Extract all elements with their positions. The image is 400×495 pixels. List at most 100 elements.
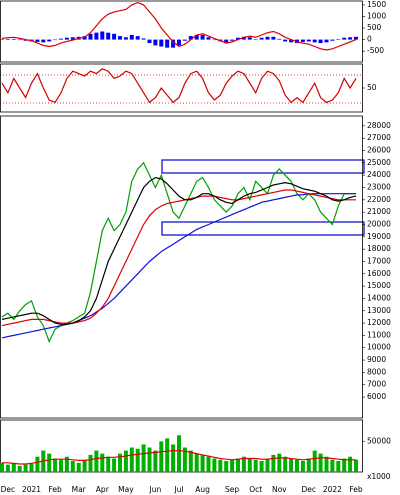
bar — [129, 34, 134, 40]
bar — [141, 444, 146, 472]
y-tick-label: 1500 — [367, 0, 386, 9]
bar — [100, 31, 105, 40]
y-tick-label: 13000 — [367, 306, 391, 315]
bar — [123, 37, 128, 40]
line-series — [2, 450, 356, 465]
bar — [171, 39, 176, 48]
bar — [289, 39, 294, 43]
bar — [17, 39, 22, 41]
x-tick-label: Aug — [195, 485, 210, 494]
bar — [348, 456, 353, 472]
bar — [182, 39, 187, 41]
bar — [64, 456, 69, 472]
bar — [348, 37, 353, 40]
y-tick-label: 10000 — [367, 343, 391, 352]
bar — [159, 441, 164, 472]
bar — [135, 448, 140, 472]
x-tick-label: Sep — [225, 485, 239, 494]
bar — [277, 453, 282, 472]
bar — [312, 450, 317, 472]
bar — [100, 453, 105, 472]
bar — [171, 444, 176, 472]
y-tick-label: 27000 — [367, 133, 391, 142]
bar — [265, 458, 270, 472]
y-tick-label: 9000 — [367, 355, 386, 364]
bar — [342, 458, 347, 472]
bar — [241, 456, 246, 472]
bar — [336, 460, 341, 472]
x-tick-label: Apr — [96, 485, 110, 494]
bar — [236, 37, 240, 40]
bar — [324, 456, 329, 472]
bar — [330, 459, 335, 472]
bar — [159, 39, 164, 47]
bar — [342, 37, 347, 40]
bar — [47, 39, 52, 42]
x-tick-label: Dec — [302, 485, 317, 494]
bar — [182, 447, 187, 472]
y-tick-label: 20000 — [367, 219, 391, 228]
bar — [188, 450, 193, 472]
y-tick-label: 11000 — [367, 330, 391, 339]
y-tick-label: 16000 — [367, 269, 391, 278]
bar — [135, 36, 140, 40]
bar — [241, 36, 246, 40]
bar — [153, 39, 158, 46]
bar — [165, 39, 170, 48]
bar — [271, 36, 276, 40]
bar — [64, 37, 69, 40]
bar — [336, 39, 341, 40]
x-tick-label: Dec — [1, 485, 16, 494]
y-tick-label: 23000 — [367, 182, 391, 191]
bar — [59, 459, 63, 472]
bar — [35, 456, 40, 472]
bar — [271, 454, 276, 472]
y-tick-label: 28000 — [367, 121, 391, 130]
y-tick-label: 26000 — [367, 146, 391, 155]
bar — [118, 453, 122, 472]
y-tick-label: 50000 — [367, 436, 391, 445]
bar — [253, 459, 258, 472]
bar — [11, 463, 16, 472]
bar — [88, 454, 93, 472]
bar — [354, 459, 358, 472]
bar — [224, 39, 229, 44]
x-tick-label: May — [118, 485, 134, 494]
bar — [47, 453, 52, 472]
line-series — [1, 189, 356, 327]
y-tick-label: 1000 — [367, 11, 386, 20]
y-tick-label: 8000 — [367, 367, 386, 376]
bar — [277, 38, 282, 40]
bar — [224, 460, 229, 472]
bar — [23, 464, 28, 472]
bar — [265, 36, 270, 40]
bar — [306, 458, 311, 472]
bar — [118, 36, 122, 40]
bar — [112, 33, 117, 40]
bar — [141, 38, 146, 40]
bar — [206, 37, 211, 40]
bar — [70, 460, 75, 472]
bar — [283, 39, 288, 42]
y-tick-label: 24000 — [367, 170, 391, 179]
panel-frame — [0, 0, 363, 63]
bar — [212, 458, 217, 472]
y-tick-label: -500 — [367, 46, 384, 55]
bar — [218, 459, 223, 472]
bar — [194, 453, 199, 472]
bar — [5, 464, 10, 472]
bar — [295, 459, 299, 472]
bar — [188, 36, 193, 40]
bar — [253, 39, 258, 40]
y-tick-label: 14000 — [367, 293, 391, 302]
bar — [324, 39, 329, 43]
bar — [76, 462, 81, 472]
bar — [200, 34, 205, 40]
bar — [53, 458, 58, 472]
y-tick-label: 0 — [367, 35, 372, 44]
bar — [318, 39, 323, 44]
bar — [200, 454, 205, 472]
bar — [70, 37, 75, 40]
line-series — [1, 68, 357, 104]
